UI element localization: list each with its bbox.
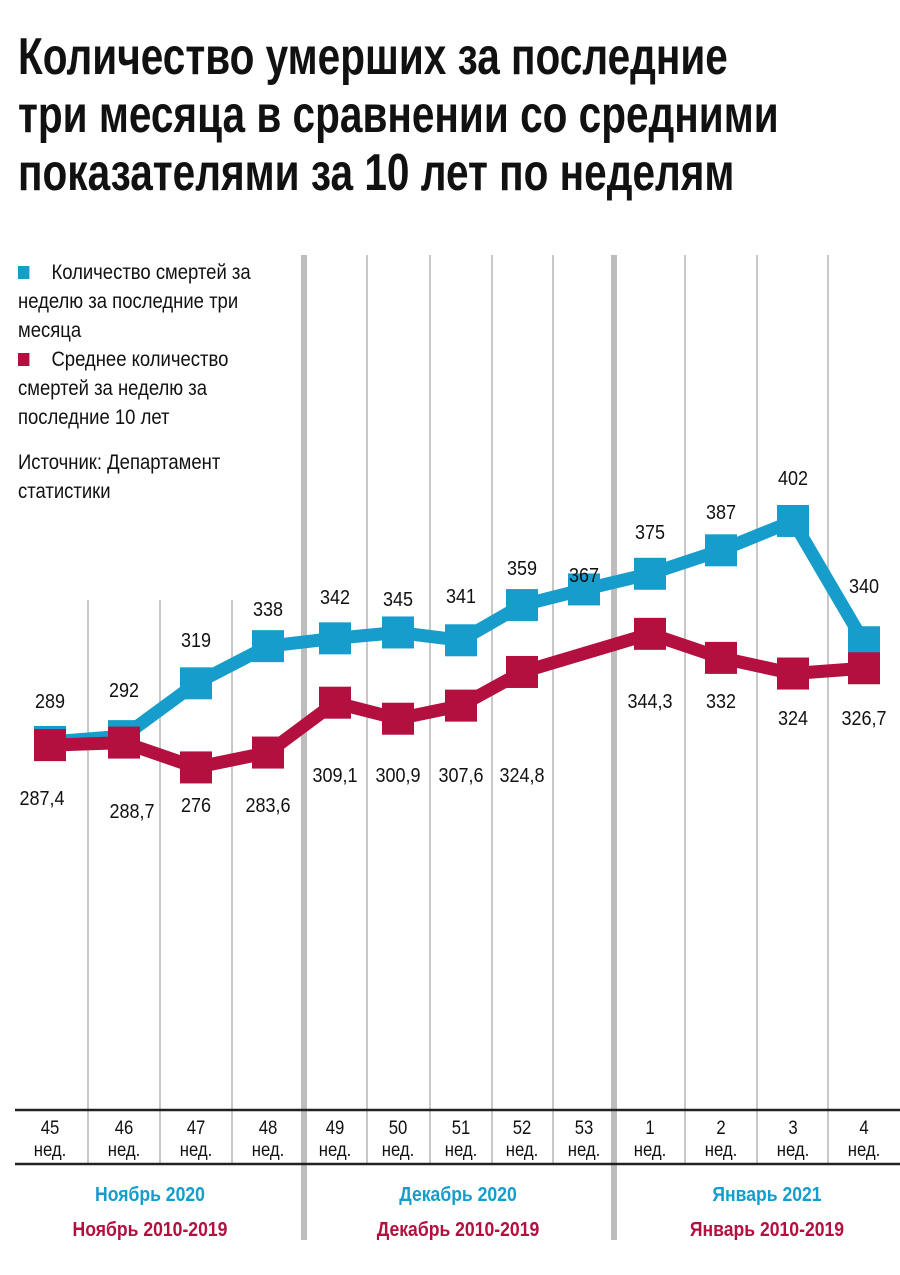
data-point-average <box>848 652 880 685</box>
tick-label-unit: нед. <box>319 1139 352 1160</box>
tick-label-unit: нед. <box>445 1139 478 1160</box>
legend: Количество смертей за неделю за последни… <box>18 258 300 506</box>
legend-label: Среднее количество смертей за неделю за … <box>18 348 229 429</box>
data-label: 338 <box>253 599 283 621</box>
data-point-average <box>506 655 538 688</box>
data-label: 342 <box>320 587 350 609</box>
month-label-current: Ноябрь 2020 <box>95 1183 205 1205</box>
data-point-current <box>180 667 212 700</box>
tick-label-unit: нед. <box>34 1139 67 1160</box>
tick-label-unit: нед. <box>705 1139 738 1160</box>
legend-item-current: Количество смертей за неделю за последни… <box>18 258 300 345</box>
title-line: показателями за 10 лет по неделям <box>18 144 735 202</box>
source-note: Источник: Департамент статистики <box>18 451 221 503</box>
data-label: 402 <box>778 468 808 490</box>
tick-label-unit: нед. <box>180 1139 213 1160</box>
title-line: три месяца в сравнении со средними <box>18 86 779 144</box>
tick-label-week: 53 <box>575 1117 594 1138</box>
tick-label-week: 46 <box>115 1117 134 1138</box>
data-point-current <box>777 504 809 537</box>
tick-label-week: 47 <box>187 1117 206 1138</box>
chart-title: Количество умерших за последние три меся… <box>18 28 798 202</box>
data-label: 332 <box>706 691 736 713</box>
data-label: 287,4 <box>19 788 64 810</box>
data-point-average <box>705 641 737 674</box>
data-label: 309,1 <box>312 765 357 787</box>
data-point-current <box>445 624 477 657</box>
data-label: 341 <box>446 586 476 608</box>
tick-label-unit: нед. <box>568 1139 601 1160</box>
data-label: 319 <box>181 630 211 652</box>
data-point-average <box>319 686 351 719</box>
data-label: 375 <box>635 522 665 544</box>
tick-label-week: 51 <box>452 1117 471 1138</box>
data-label: 300,9 <box>375 765 420 787</box>
data-point-average <box>777 657 809 690</box>
data-point-current <box>319 622 351 655</box>
data-label: 283,6 <box>245 795 290 817</box>
data-point-average <box>445 689 477 722</box>
data-label: 292 <box>109 680 139 702</box>
tick-label-week: 49 <box>326 1117 345 1138</box>
tick-label-unit: нед. <box>382 1139 415 1160</box>
data-point-current <box>382 616 414 649</box>
data-label: 367 <box>569 565 599 587</box>
legend-label: Количество смертей за неделю за последни… <box>18 261 251 342</box>
month-label-average: Декабрь 2010-2019 <box>377 1218 540 1240</box>
data-point-current <box>634 557 666 590</box>
data-label: 289 <box>35 691 65 713</box>
tick-label-unit: нед. <box>848 1139 881 1160</box>
data-point-current <box>506 589 538 622</box>
data-label: 326,7 <box>841 708 886 730</box>
tick-label-week: 50 <box>389 1117 408 1138</box>
tick-label-week: 4 <box>859 1117 868 1138</box>
data-label: 340 <box>849 576 879 598</box>
legend-swatch-red <box>18 353 30 366</box>
data-point-average <box>252 736 284 769</box>
legend-item-average: Среднее количество смертей за неделю за … <box>18 345 300 432</box>
data-label: 324,8 <box>499 765 544 787</box>
title-line: Количество умерших за последние <box>18 28 728 86</box>
data-label: 387 <box>706 502 736 524</box>
legend-swatch-blue <box>18 266 30 279</box>
tick-label-unit: нед. <box>634 1139 667 1160</box>
data-label: 307,6 <box>438 765 483 787</box>
tick-label-week: 1 <box>645 1117 654 1138</box>
tick-label-unit: нед. <box>108 1139 141 1160</box>
data-point-average <box>34 729 66 762</box>
data-point-current <box>705 534 737 567</box>
data-point-average <box>180 751 212 784</box>
data-point-average <box>634 617 666 650</box>
data-label: 344,3 <box>627 691 672 713</box>
data-point-average <box>382 702 414 735</box>
tick-label-week: 52 <box>513 1117 532 1138</box>
tick-label-week: 2 <box>716 1117 725 1138</box>
data-label: 359 <box>507 558 537 580</box>
tick-label-unit: нед. <box>252 1139 285 1160</box>
tick-label-week: 3 <box>788 1117 797 1138</box>
tick-label-week: 45 <box>41 1117 60 1138</box>
tick-label-unit: нед. <box>506 1139 539 1160</box>
data-label: 288,7 <box>109 801 154 823</box>
month-label-average: Ноябрь 2010-2019 <box>73 1218 228 1240</box>
data-label: 324 <box>778 708 808 730</box>
data-label: 345 <box>383 589 413 611</box>
data-point-average <box>108 726 140 759</box>
data-point-current <box>568 573 600 606</box>
tick-label-unit: нед. <box>777 1139 810 1160</box>
month-label-current: Январь 2021 <box>712 1183 821 1205</box>
month-label-average: Январь 2010-2019 <box>690 1218 844 1240</box>
tick-label-week: 48 <box>259 1117 278 1138</box>
month-label-current: Декабрь 2020 <box>399 1183 517 1205</box>
data-point-current <box>252 630 284 663</box>
data-label: 276 <box>181 795 211 817</box>
